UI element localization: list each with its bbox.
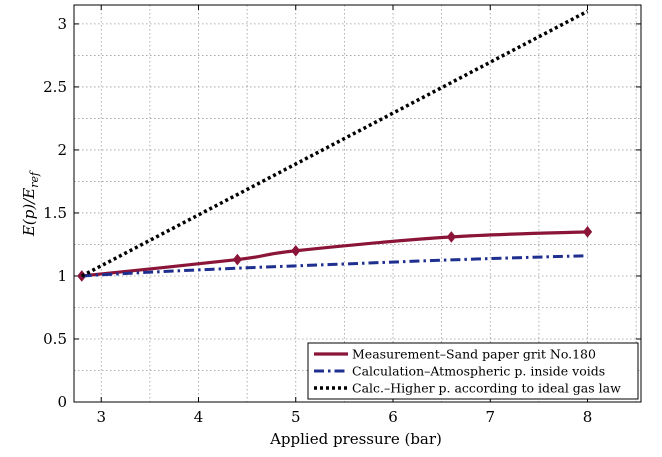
x-axis-title: Applied pressure (bar) (269, 430, 442, 448)
legend: Measurement–Sand paper grit No.180 Calcul… (307, 342, 639, 400)
x-tick-label: 6 (388, 408, 398, 426)
data-point-marker (232, 253, 243, 266)
data-point-marker (291, 244, 301, 257)
legend-label: Measurement–Sand paper grit No.180 (352, 347, 596, 362)
series-layer (77, 9, 593, 282)
data-point-marker (582, 226, 593, 238)
y-axis-title-subscript: ref (28, 170, 41, 188)
legend-label: Calculation–Atmospheric p. inside voids (352, 364, 605, 379)
data-point-marker (446, 231, 456, 243)
y-tick-label: 0.5 (43, 330, 67, 348)
grid (74, 5, 641, 402)
x-tick-label: 3 (96, 408, 106, 426)
legend-box (307, 342, 639, 400)
series-line-3 (80, 9, 589, 278)
x-tick-label: 5 (291, 408, 301, 426)
x-tick-label: 8 (583, 408, 593, 426)
y-tick-label: 1.5 (43, 204, 67, 222)
axis-ticks: 3 4 5 6 7 8 0 0.5 1 1.5 2 2.5 3 (43, 5, 641, 426)
y-tick-label: 3 (57, 15, 67, 33)
legend-label: Calc.–Higher p. according to ideal gas l… (352, 381, 621, 396)
y-tick-label: 1 (57, 267, 67, 285)
y-tick-label: 2 (57, 141, 67, 159)
x-tick-label: 7 (485, 408, 495, 426)
series-line-2 (81, 254, 588, 278)
x-tick-label: 4 (194, 408, 204, 426)
y-tick-label: 0 (57, 393, 67, 411)
series-line-1 (81, 230, 588, 278)
y-axis-title: E(p)/Eref (20, 170, 41, 237)
y-tick-label: 2.5 (43, 78, 67, 96)
y-axis-title-main: E(p)/E (20, 188, 38, 237)
plot-frame (73, 4, 642, 403)
